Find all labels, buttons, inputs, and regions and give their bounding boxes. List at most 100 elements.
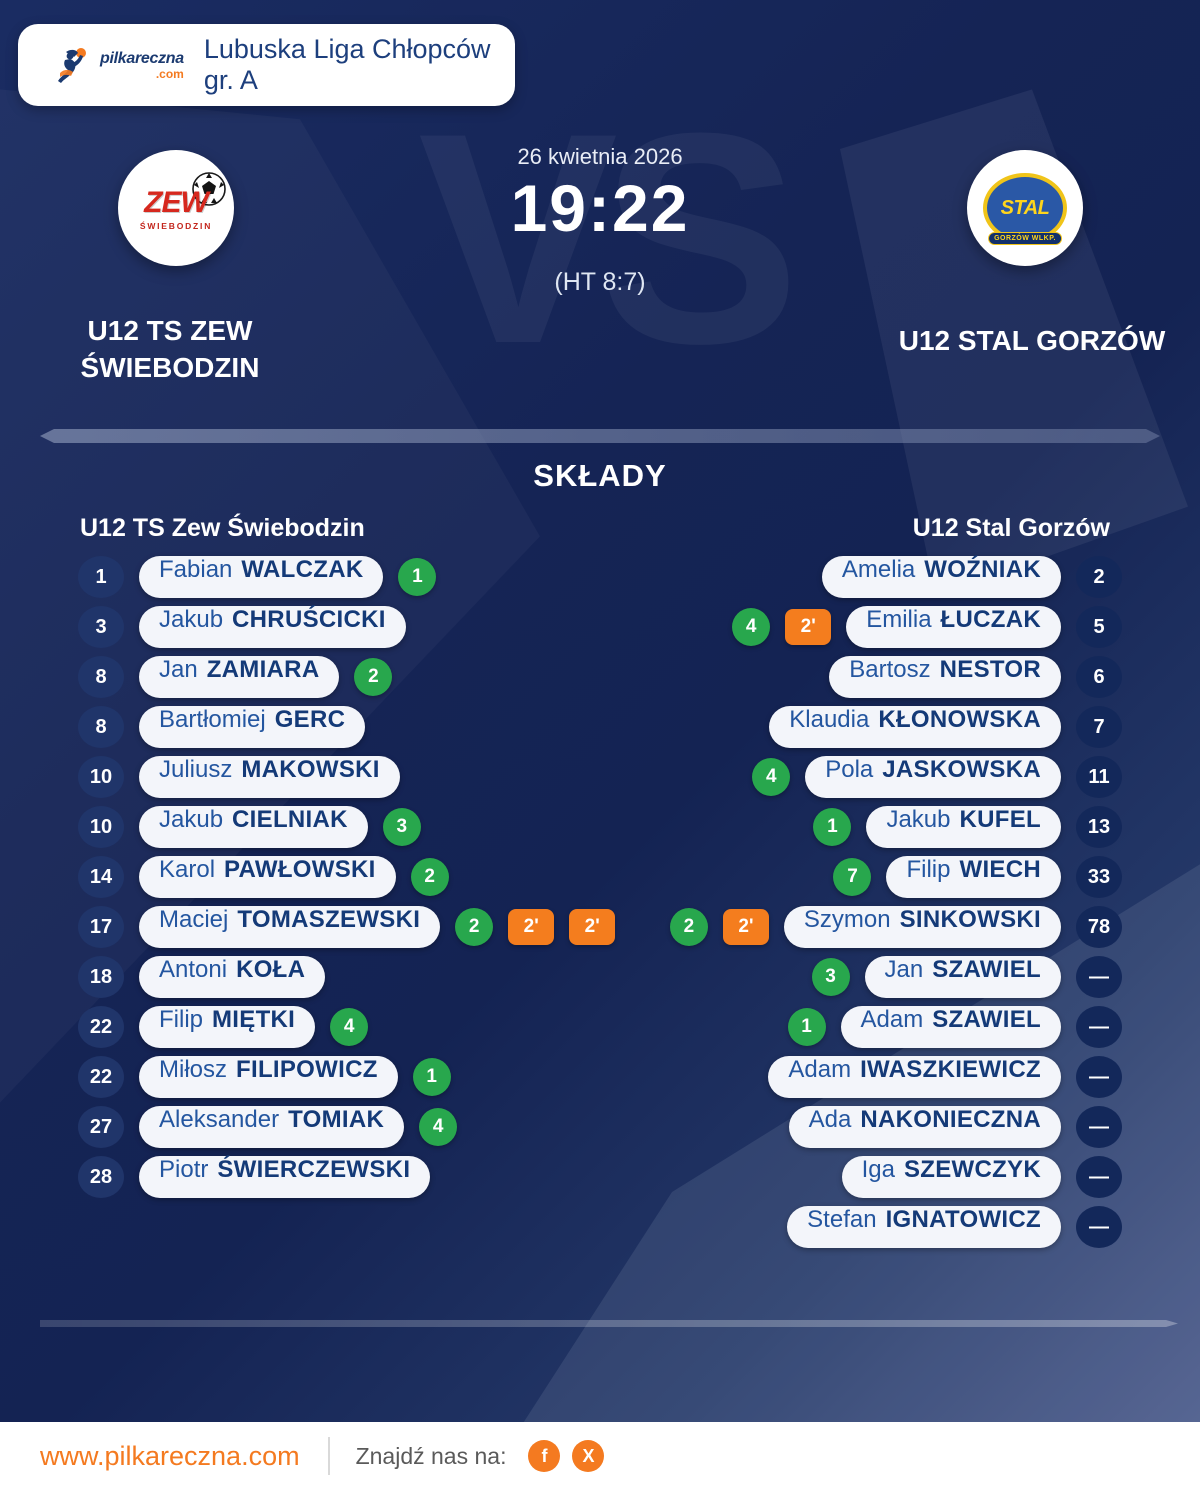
player-name-pill: Piotr ŚWIERCZEWSKI <box>139 1156 431 1198</box>
player-row: 10 Jakub CIELNIAK 3 <box>78 802 421 852</box>
player-number-badge: 10 <box>78 756 124 798</box>
player-row: Klaudia KŁONOWSKA 7 <box>769 702 1122 752</box>
goals-badge: 2 <box>455 908 494 946</box>
player-first-name: Jakub <box>886 806 951 833</box>
pilkareczna-logo: pilkareczna .com <box>52 43 184 87</box>
player-first-name: Szymon <box>803 906 891 933</box>
player-row: 27 Aleksander TOMIAK 4 <box>78 1102 458 1152</box>
suspension-badge: 2' <box>508 909 555 945</box>
player-name-pill: Jakub KUFEL <box>866 806 1061 848</box>
goals-badge: 4 <box>752 758 791 796</box>
goals-badge: 1 <box>412 1058 451 1096</box>
player-number-badge: 27 <box>78 1106 124 1148</box>
suspension-badge: 2' <box>722 909 769 945</box>
player-row: 4 2' Emilia ŁUCZAK 5 <box>732 602 1122 652</box>
player-first-name: Iga <box>861 1156 895 1183</box>
section-divider <box>40 429 1160 443</box>
player-last-name: ŁUCZAK <box>940 606 1041 633</box>
goals-badge: 2 <box>354 658 393 696</box>
player-row: 1 Jakub KUFEL 13 <box>813 802 1122 852</box>
player-number-badge: 6 <box>1076 656 1122 698</box>
player-number-badge: 22 <box>78 1006 124 1048</box>
away-lineup: Amelia WOŹNIAK 2 4 2' Emilia ŁUCZAK 5 Bartosz NES… <box>669 552 1122 1252</box>
player-name-pill: Szymon SINKOWSKI <box>783 906 1061 948</box>
player-number-badge: 7 <box>1076 706 1122 748</box>
footer-divider <box>327 1437 330 1475</box>
bottom-divider <box>40 1320 1178 1327</box>
player-first-name: Emilia <box>866 606 932 633</box>
player-number-badge: 10 <box>78 806 124 848</box>
player-first-name: Adam <box>860 1006 924 1033</box>
player-name-pill: Pola JASKOWSKA <box>805 756 1061 798</box>
player-last-name: WIECH <box>959 856 1041 883</box>
player-last-name: CHRUŚCICKI <box>232 606 386 633</box>
facebook-icon[interactable]: f <box>528 1440 561 1472</box>
player-name-pill: Fabian WALCZAK <box>139 556 384 598</box>
player-last-name: ZAMIARA <box>206 656 320 683</box>
player-last-name: MIĘTKI <box>212 1006 296 1033</box>
player-first-name: Bartosz <box>849 656 931 683</box>
player-last-name: WALCZAK <box>241 556 364 583</box>
goals-badge: 7 <box>833 858 872 896</box>
player-row: 2 2' Szymon SINKOWSKI 78 <box>669 902 1122 952</box>
player-last-name: SZAWIEL <box>932 956 1041 983</box>
x-icon[interactable]: X <box>572 1440 605 1472</box>
player-last-name: FILIPOWICZ <box>236 1056 378 1083</box>
player-number-badge: — <box>1076 1156 1122 1198</box>
player-name-pill: Miłosz FILIPOWICZ <box>139 1056 398 1098</box>
player-first-name: Maciej <box>159 906 229 933</box>
player-name-pill: Ada NAKONIECZNA <box>788 1106 1061 1148</box>
player-row: 1 Adam SZAWIEL — <box>787 1002 1122 1052</box>
player-row: 17 Maciej TOMASZEWSKI 2 2' 2' <box>78 902 616 952</box>
player-name-pill: Karol PAWŁOWSKI <box>139 856 396 898</box>
player-row: 4 Pola JASKOWSKA 11 <box>752 752 1122 802</box>
player-name-pill: Aleksander TOMIAK <box>139 1106 405 1148</box>
player-number-badge: — <box>1076 1006 1122 1048</box>
player-row: 3 Jakub CHRUŚCICKI <box>78 602 406 652</box>
player-number-badge: — <box>1076 1106 1122 1148</box>
player-name-pill: Adam SZAWIEL <box>840 1006 1061 1048</box>
brand-tld: .com <box>155 66 184 81</box>
player-row: 3 Jan SZAWIEL — <box>811 952 1122 1002</box>
player-name-pill: Antoni KOŁA <box>139 956 326 998</box>
home-lineup-header: U12 TS Zew Świebodzin <box>80 514 365 542</box>
home-team-name: U12 TS ZEW ŚWIEBODZIN <box>80 315 260 383</box>
player-first-name: Karol <box>159 856 216 883</box>
player-last-name: KŁONOWSKA <box>878 706 1041 733</box>
player-name-pill: Adam IWASZKIEWICZ <box>768 1056 1061 1098</box>
goals-badge: 4 <box>330 1008 369 1046</box>
player-last-name: WOŹNIAK <box>924 556 1041 583</box>
website-link[interactable]: www.pilkareczna.com <box>40 1440 300 1471</box>
player-last-name: JASKOWSKA <box>882 756 1041 783</box>
away-logo-subtext: GORZÓW WLKP. <box>988 232 1062 245</box>
player-last-name: ŚWIERCZEWSKI <box>217 1156 411 1183</box>
player-number-badge: 28 <box>78 1156 124 1198</box>
player-last-name: PAWŁOWSKI <box>224 856 376 883</box>
player-first-name: Klaudia <box>789 706 870 733</box>
player-number-badge: 8 <box>78 656 124 698</box>
player-first-name: Stefan <box>807 1206 877 1233</box>
player-first-name: Pola <box>825 756 874 783</box>
suspension-badge: 2' <box>569 909 616 945</box>
player-row: Iga SZEWCZYK — <box>841 1152 1122 1202</box>
player-first-name: Aleksander <box>159 1106 280 1133</box>
player-last-name: KUFEL <box>959 806 1041 833</box>
player-row: 28 Piotr ŚWIERCZEWSKI <box>78 1152 431 1202</box>
goals-badge: 3 <box>811 958 850 996</box>
player-last-name: TOMIAK <box>288 1106 385 1133</box>
player-first-name: Jan <box>159 656 198 683</box>
find-us-label: Znajdź nas na: <box>355 1442 507 1469</box>
player-name-pill: Jan ZAMIARA <box>139 656 340 698</box>
player-first-name: Ada <box>808 1106 852 1133</box>
player-first-name: Filip <box>159 1006 204 1033</box>
player-last-name: IWASZKIEWICZ <box>860 1056 1041 1083</box>
home-lineup: 1 Fabian WALCZAK 1 3 Jakub CHRUŚCICKI 8 Jan ZAMIA… <box>78 552 616 1202</box>
player-number-badge: 5 <box>1076 606 1122 648</box>
player-name-pill: Filip MIĘTKI <box>139 1006 316 1048</box>
vs-watermark: VS <box>417 70 800 406</box>
goals-badge: 1 <box>787 1008 826 1046</box>
player-name-pill: Filip WIECH <box>886 856 1061 898</box>
player-first-name: Jakub <box>159 606 224 633</box>
